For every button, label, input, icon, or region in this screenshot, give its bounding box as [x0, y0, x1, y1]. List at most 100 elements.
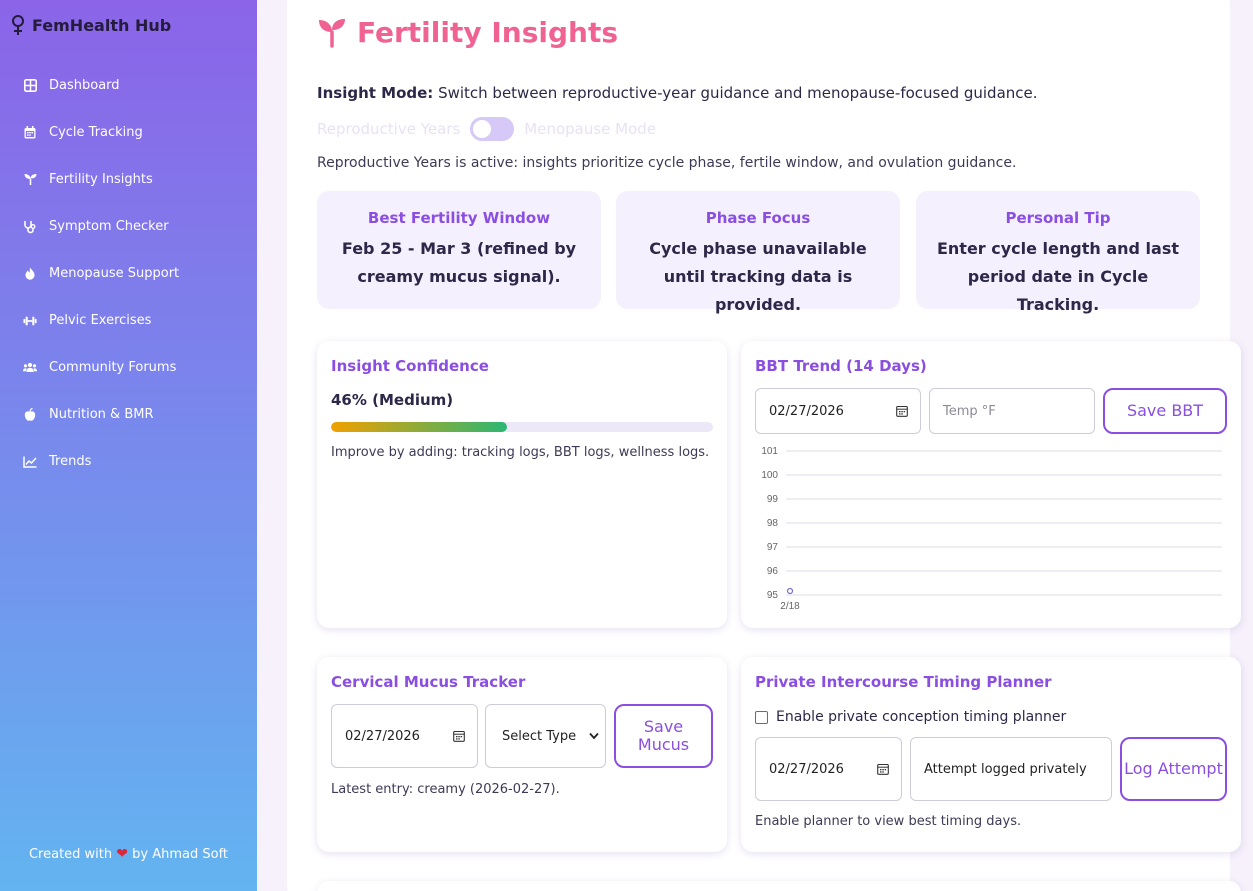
y-tick-label: 99 [767, 494, 779, 505]
toggle-label-reproductive: Reproductive Years [317, 120, 461, 138]
heart-icon: ❤ [116, 846, 129, 862]
sidebar-footer: Created with ❤ by Ahmad Soft [0, 846, 257, 862]
calendar-icon[interactable] [896, 405, 908, 417]
insight-mode-text: Switch between reproductive-year guidanc… [438, 84, 1038, 102]
planner-hint: Enable planner to view best timing days. [755, 814, 1022, 829]
sidebar-item-label: Trends [49, 454, 92, 469]
y-tick-label: 101 [761, 446, 778, 457]
mode-toggle-row: Reproductive Years Menopause Mode [317, 117, 656, 141]
insight-confidence-panel: Insight Confidence 46% (Medium) Improve … [317, 341, 727, 628]
panel-title: Insight Confidence [331, 357, 489, 375]
fire-icon [23, 267, 37, 281]
sidebar: FemHealth Hub Dashboard Cycle Tracking F… [0, 0, 257, 891]
footer-prefix: Created with [28, 847, 113, 862]
mucus-type-select[interactable]: Select Type [485, 704, 606, 768]
sidebar-item-label: Fertility Insights [49, 172, 153, 187]
confidence-progress-fill [331, 422, 507, 432]
sidebar-item-label: Cycle Tracking [49, 125, 143, 140]
x-tick-label: 2/18 [780, 601, 800, 612]
mucus-latest-entry: Latest entry: creamy (2026-02-27). [331, 782, 560, 797]
planner-note-input[interactable]: Attempt logged privately [910, 737, 1112, 801]
sidebar-item-label: Pelvic Exercises [49, 313, 152, 328]
confidence-progress-bar [331, 422, 713, 432]
log-attempt-button[interactable]: Log Attempt [1120, 737, 1227, 801]
toggle-label-menopause: Menopause Mode [524, 120, 657, 138]
bbt-date-value: 02/27/2026 [769, 403, 844, 419]
y-tick-label: 97 [767, 542, 779, 553]
dumbbell-icon [23, 314, 37, 328]
sidebar-item-cycle-tracking[interactable]: Cycle Tracking [0, 109, 257, 156]
bbt-temp-placeholder: Temp °F [943, 403, 996, 419]
sidebar-item-label: Nutrition & BMR [49, 407, 154, 422]
calendar-icon[interactable] [453, 730, 465, 742]
sidebar-item-trends[interactable]: Trends [0, 438, 257, 485]
insight-mode-label: Insight Mode: [317, 84, 434, 102]
planner-enable-checkbox[interactable] [755, 710, 768, 724]
bbt-trend-panel: BBT Trend (14 Days) 02/27/2026 Temp °F S… [741, 341, 1241, 628]
y-tick-label: 96 [767, 566, 779, 577]
sidebar-item-label: Symptom Checker [49, 219, 169, 234]
planner-enable-label[interactable]: Enable private conception timing planner [776, 709, 1067, 725]
bbt-data-point[interactable] [786, 587, 794, 595]
confidence-value: 46% (Medium) [331, 391, 454, 409]
stethoscope-icon [23, 220, 37, 234]
panel-title: Cervical Mucus Tracker [331, 673, 526, 691]
y-tick-label: 95 [767, 590, 779, 601]
chevron-down-icon [589, 732, 599, 740]
y-tick-label: 98 [767, 518, 779, 529]
female-symbol-icon [12, 15, 24, 35]
line-chart-icon [23, 455, 37, 469]
active-mode-description: Reproductive Years is active: insights p… [317, 155, 1017, 171]
sidebar-nav: Dashboard Cycle Tracking Fertility Insig… [0, 62, 257, 485]
planner-date-value: 02/27/2026 [769, 761, 844, 777]
insight-mode-description: Insight Mode: Switch between reproductiv… [317, 84, 1038, 102]
grid-icon [23, 79, 37, 93]
sidebar-item-menopause-support[interactable]: Menopause Support [0, 250, 257, 297]
save-bbt-button[interactable]: Save BBT [1103, 388, 1227, 434]
insight-card-fertility-window: Best Fertility Window Feb 25 - Mar 3 (re… [317, 191, 601, 309]
insight-card-personal-tip: Personal Tip Enter cycle length and last… [916, 191, 1200, 314]
calendar-icon [23, 126, 37, 140]
apple-icon [23, 408, 37, 422]
sidebar-item-community-forums[interactable]: Community Forums [0, 344, 257, 391]
insight-card-heading: Personal Tip [1005, 209, 1111, 227]
sidebar-item-symptom-checker[interactable]: Symptom Checker [0, 203, 257, 250]
intercourse-planner-panel: Private Intercourse Timing Planner Enabl… [741, 657, 1241, 852]
y-tick-label: 100 [761, 470, 778, 481]
bbt-trend-chart: 95 96 97 98 99 100 101 2/18 [761, 446, 1222, 612]
seedling-icon [319, 18, 345, 48]
insight-card-heading: Best Fertility Window [367, 209, 551, 227]
brand[interactable]: FemHealth Hub [11, 14, 171, 36]
insight-card-heading: Phase Focus [705, 209, 811, 227]
bbt-date-input[interactable]: 02/27/2026 [755, 388, 921, 434]
sidebar-item-dashboard[interactable]: Dashboard [0, 62, 257, 109]
page-title-block: Fertility Insights [317, 16, 618, 49]
panel-title: Private Intercourse Timing Planner [755, 673, 1052, 691]
panel-title: BBT Trend (14 Days) [755, 357, 927, 375]
sidebar-item-pelvic-exercises[interactable]: Pelvic Exercises [0, 297, 257, 344]
insight-card-text: Enter cycle length and last period date … [936, 239, 1180, 314]
insight-card-text: Cycle phase unavailable until tracking d… [649, 239, 867, 314]
save-mucus-button[interactable]: Save Mucus [614, 704, 713, 768]
toggle-knob [473, 120, 492, 138]
seedling-icon [23, 173, 37, 187]
mucus-date-value: 02/27/2026 [345, 728, 420, 744]
footer-suffix: by Ahmad Soft [132, 847, 229, 862]
calendar-icon[interactable] [877, 763, 889, 775]
app-title: FemHealth Hub [32, 15, 172, 35]
mode-toggle-switch[interactable] [470, 117, 515, 141]
sidebar-item-label: Community Forums [49, 360, 177, 375]
mucus-date-input[interactable]: 02/27/2026 [331, 704, 478, 768]
planner-date-input[interactable]: 02/27/2026 [755, 737, 902, 801]
planner-note-value: Attempt logged privately [924, 761, 1087, 777]
bbt-temp-input[interactable]: Temp °F [929, 388, 1095, 434]
cervical-mucus-panel: Cervical Mucus Tracker 02/27/2026 Select… [317, 657, 727, 852]
mucus-type-value: Select Type [502, 728, 577, 744]
sidebar-item-nutrition-bmr[interactable]: Nutrition & BMR [0, 391, 257, 438]
insight-card-phase-focus: Phase Focus Cycle phase unavailable unti… [616, 191, 900, 314]
sidebar-item-fertility-insights[interactable]: Fertility Insights [0, 156, 257, 203]
sidebar-item-label: Dashboard [49, 78, 120, 93]
users-icon [23, 361, 37, 375]
page-title: Fertility Insights [357, 16, 618, 49]
planner-enable-row: Enable private conception timing planner [755, 709, 1066, 725]
